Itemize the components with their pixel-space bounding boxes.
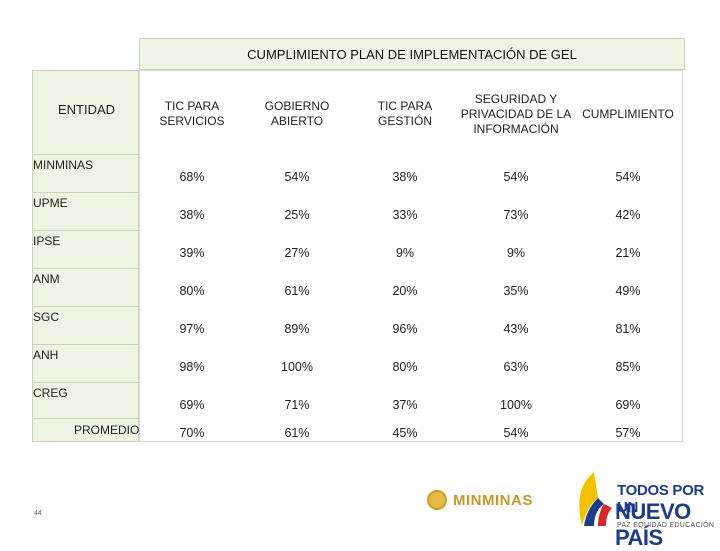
minminas-logo: MINMINAS xyxy=(427,486,551,514)
column-header: TIC PARA GESTIÓN xyxy=(377,99,433,128)
average-cell: 57% xyxy=(615,426,641,440)
row-divider xyxy=(32,418,139,419)
table-cell: 25% xyxy=(284,208,310,222)
table-cell: 35% xyxy=(503,284,529,298)
table-cell: 98% xyxy=(179,360,205,374)
table-cell: 43% xyxy=(503,322,529,336)
average-cell: 54% xyxy=(503,426,529,440)
table-cell: 89% xyxy=(284,322,310,336)
table-title: CUMPLIMIENTO PLAN DE IMPLEMENTACIÓN DE G… xyxy=(139,38,685,70)
entity-name: ANM xyxy=(33,272,60,286)
row-divider xyxy=(32,230,139,231)
table-cell: 69% xyxy=(179,398,205,412)
average-cell: 45% xyxy=(392,426,418,440)
entity-name: ANH xyxy=(33,348,59,362)
entity-name: CREG xyxy=(33,386,68,400)
table-cell: 27% xyxy=(284,246,310,260)
column-header: TIC PARA SERVICIOS xyxy=(159,99,225,128)
table-cell: 100% xyxy=(281,360,313,374)
table-cell: 9% xyxy=(395,246,415,260)
minminas-logo-text: MINMINAS xyxy=(453,491,533,509)
data-grid xyxy=(139,70,683,442)
row-divider xyxy=(32,344,139,345)
tdp-logo-line1: TODOS POR UN xyxy=(617,482,705,516)
table-cell: 71% xyxy=(284,398,310,412)
column-header: GOBIERNO ABIERTO xyxy=(264,99,330,128)
table-cell: 37% xyxy=(392,398,418,412)
row-divider xyxy=(32,154,139,155)
page-number: 44 xyxy=(34,510,42,517)
table-cell: 63% xyxy=(503,360,529,374)
table-cell: 73% xyxy=(503,208,529,222)
colombia-flag-icon xyxy=(579,472,612,526)
entity-name: MINMINAS xyxy=(33,158,93,172)
table-cell: 61% xyxy=(284,284,310,298)
entity-column xyxy=(32,70,139,442)
table-cell: 80% xyxy=(392,360,418,374)
entity-name: UPME xyxy=(33,196,68,210)
row-divider xyxy=(32,268,139,269)
table-cell: 97% xyxy=(179,322,205,336)
average-cell: 70% xyxy=(179,426,205,440)
table-cell: 42% xyxy=(615,208,641,222)
table-cell: 85% xyxy=(615,360,641,374)
table-cell: 96% xyxy=(392,322,418,336)
table-cell: 69% xyxy=(615,398,641,412)
table-cell: 54% xyxy=(503,170,529,184)
table-cell: 9% xyxy=(506,246,526,260)
table-cell: 54% xyxy=(284,170,310,184)
coat-of-arms-icon xyxy=(427,490,447,510)
average-cell: 61% xyxy=(284,426,310,440)
column-header: CUMPLIMIENTO xyxy=(582,106,674,121)
table-cell: 38% xyxy=(179,208,205,222)
table-cell: 49% xyxy=(615,284,641,298)
entity-name: IPSE xyxy=(33,234,61,248)
row-divider xyxy=(32,382,139,383)
table-cell: 39% xyxy=(179,246,205,260)
entity-name: SGC xyxy=(33,310,60,324)
table-cell: 21% xyxy=(615,246,641,260)
table-cell: 54% xyxy=(615,170,641,184)
table-cell: 38% xyxy=(392,170,418,184)
entity-header: ENTIDAD xyxy=(58,102,116,117)
table-cell: 100% xyxy=(500,398,532,412)
row-divider xyxy=(32,306,139,307)
row-divider xyxy=(32,192,139,193)
average-label: PROMEDIO xyxy=(74,423,140,437)
table-cell: 20% xyxy=(392,284,418,298)
table-cell: 68% xyxy=(179,170,205,184)
table-cell: 33% xyxy=(392,208,418,222)
table-cell: 80% xyxy=(179,284,205,298)
column-header: SEGURIDAD Y PRIVACIDAD DE LA INFORMACIÓN xyxy=(460,91,572,136)
table-cell: 81% xyxy=(615,322,641,336)
tdp-logo-line3: PAZ EQUIDAD EDUCACIÓN xyxy=(617,522,715,529)
